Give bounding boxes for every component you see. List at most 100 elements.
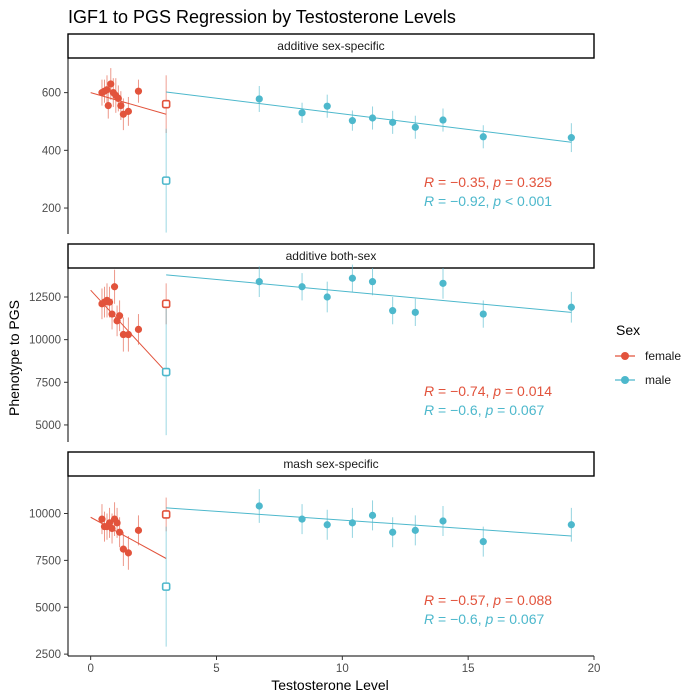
male-data-point <box>368 114 377 122</box>
female-data-point <box>134 87 143 95</box>
female-data-point <box>113 519 121 527</box>
female-data-point <box>105 298 114 306</box>
male-correlation-annotation: R = −0.6, p = 0.067 <box>424 402 545 418</box>
x-tick-label: 20 <box>588 663 601 675</box>
legend-female-key-dot <box>621 352 629 360</box>
male-data-point <box>567 521 575 529</box>
female-data-point <box>107 80 115 88</box>
y-tick-label: 5000 <box>35 602 61 614</box>
male-correlation-annotation: R = −0.92, p < 0.001 <box>424 193 552 209</box>
y-tick-label: 12500 <box>29 292 61 304</box>
male-data-point <box>411 308 419 316</box>
y-tick-label: 7500 <box>35 555 61 567</box>
female-correlation-annotation: R = −0.74, p = 0.014 <box>424 383 552 399</box>
male-data-point <box>567 134 575 142</box>
male-open-data-point <box>161 367 171 377</box>
male-data-point <box>439 279 447 287</box>
female-data-point <box>119 330 127 339</box>
female-data-point <box>98 515 106 523</box>
y-tick-label: 2500 <box>35 649 61 661</box>
male-data-point <box>298 109 306 117</box>
legend-male-key-dot <box>621 376 629 384</box>
male-data-point <box>255 95 263 103</box>
male-data-point <box>298 515 306 523</box>
female-data-point <box>124 107 133 115</box>
male-data-point <box>348 519 356 527</box>
male-data-point <box>411 123 419 131</box>
facet-strip-label: additive both-sex <box>286 249 377 263</box>
female-data-point <box>117 102 125 110</box>
female-data-point <box>110 283 119 291</box>
female-data-point <box>114 94 122 102</box>
male-regression-line <box>166 91 572 143</box>
male-data-point <box>439 517 447 525</box>
x-tick-label: 15 <box>462 663 475 675</box>
male-data-point <box>348 274 356 282</box>
y-axis-title: Phenotype to PGS <box>6 300 22 416</box>
female-correlation-annotation: R = −0.35, p = 0.325 <box>424 174 552 190</box>
male-data-point <box>479 538 487 546</box>
male-correlation-annotation: R = −0.6, p = 0.067 <box>424 611 545 627</box>
x-axis-title: Testosterone Level <box>271 677 389 693</box>
facet-strip-label: additive sex-specific <box>277 39 384 53</box>
female-data-point <box>119 545 127 553</box>
facet-strip <box>67 243 595 269</box>
legend-female-label: female <box>645 349 681 363</box>
male-data-point <box>389 307 397 315</box>
male-data-point <box>567 303 575 311</box>
facet-strip-label: mash sex-specific <box>283 457 378 471</box>
facet-panel: mash sex-specific 2500 5000 7500 10000 R = −0… <box>29 451 601 675</box>
female-data-point <box>115 528 124 536</box>
male-data-point <box>323 102 331 110</box>
male-data-point <box>298 283 306 291</box>
male-data-point <box>323 293 331 301</box>
female-data-point <box>115 312 124 320</box>
chart-title: IGF1 to PGS Regression by Testosterone L… <box>68 7 456 27</box>
male-open-data-point <box>161 582 171 591</box>
male-data-point <box>479 310 487 318</box>
female-open-data-point <box>161 510 171 519</box>
x-tick-label: 10 <box>336 663 349 675</box>
male-data-point <box>368 278 377 286</box>
x-tick-label: 5 <box>213 663 219 675</box>
legend-male-label: male <box>645 373 671 387</box>
facet-panel: additive sex-specific 200 400 600 R = −0.35,… <box>42 33 595 234</box>
female-data-point <box>124 549 133 557</box>
female-data-point <box>108 310 116 318</box>
male-data-point <box>323 521 331 529</box>
female-data-point <box>103 86 111 94</box>
male-data-point <box>255 278 263 286</box>
y-tick-label: 600 <box>42 88 61 100</box>
female-data-point <box>104 102 112 110</box>
female-open-data-point <box>161 99 171 109</box>
female-correlation-annotation: R = −0.57, p = 0.088 <box>424 592 552 608</box>
female-data-point <box>108 524 116 533</box>
male-data-point <box>439 116 447 124</box>
facet-panel: additive both-sex 5000 7500 10000 12500 R = −… <box>29 243 595 442</box>
male-regression-line <box>166 507 572 537</box>
y-tick-label: 10000 <box>29 509 61 521</box>
female-data-point <box>124 330 133 339</box>
facet-strip <box>67 33 595 59</box>
y-tick-label: 7500 <box>35 377 61 389</box>
y-tick-label: 400 <box>42 145 61 157</box>
male-regression-line <box>166 274 572 313</box>
male-data-point <box>479 133 487 141</box>
female-data-point <box>134 325 143 334</box>
male-data-point <box>411 526 419 534</box>
male-data-point <box>368 511 377 519</box>
male-data-point <box>389 528 397 536</box>
legend-title: Sex <box>616 322 640 338</box>
male-data-point <box>255 502 263 510</box>
facet-strip <box>67 451 595 477</box>
y-tick-label: 5000 <box>35 420 61 432</box>
female-data-point <box>105 519 114 527</box>
y-tick-label: 10000 <box>29 335 61 347</box>
female-open-data-point <box>161 299 171 309</box>
male-data-point <box>348 117 356 125</box>
male-data-point <box>389 118 397 126</box>
male-open-data-point <box>161 176 171 185</box>
x-tick-label: 0 <box>87 663 93 675</box>
